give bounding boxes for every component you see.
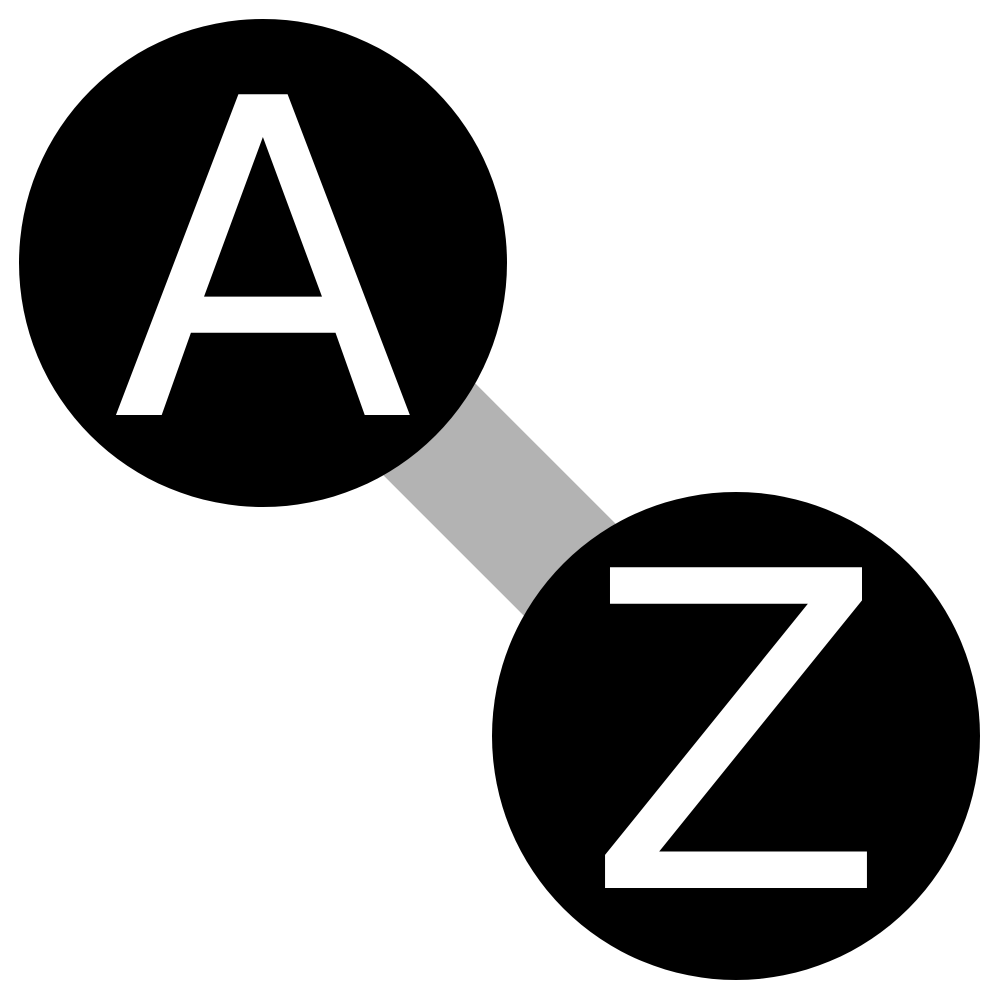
node-a-label: A	[113, 7, 416, 519]
node-a: A	[19, 7, 507, 519]
node-a-circle	[19, 19, 507, 507]
node-z-circle	[492, 492, 980, 980]
node-z-label: Z	[585, 480, 886, 992]
node-z: Z	[492, 480, 980, 992]
